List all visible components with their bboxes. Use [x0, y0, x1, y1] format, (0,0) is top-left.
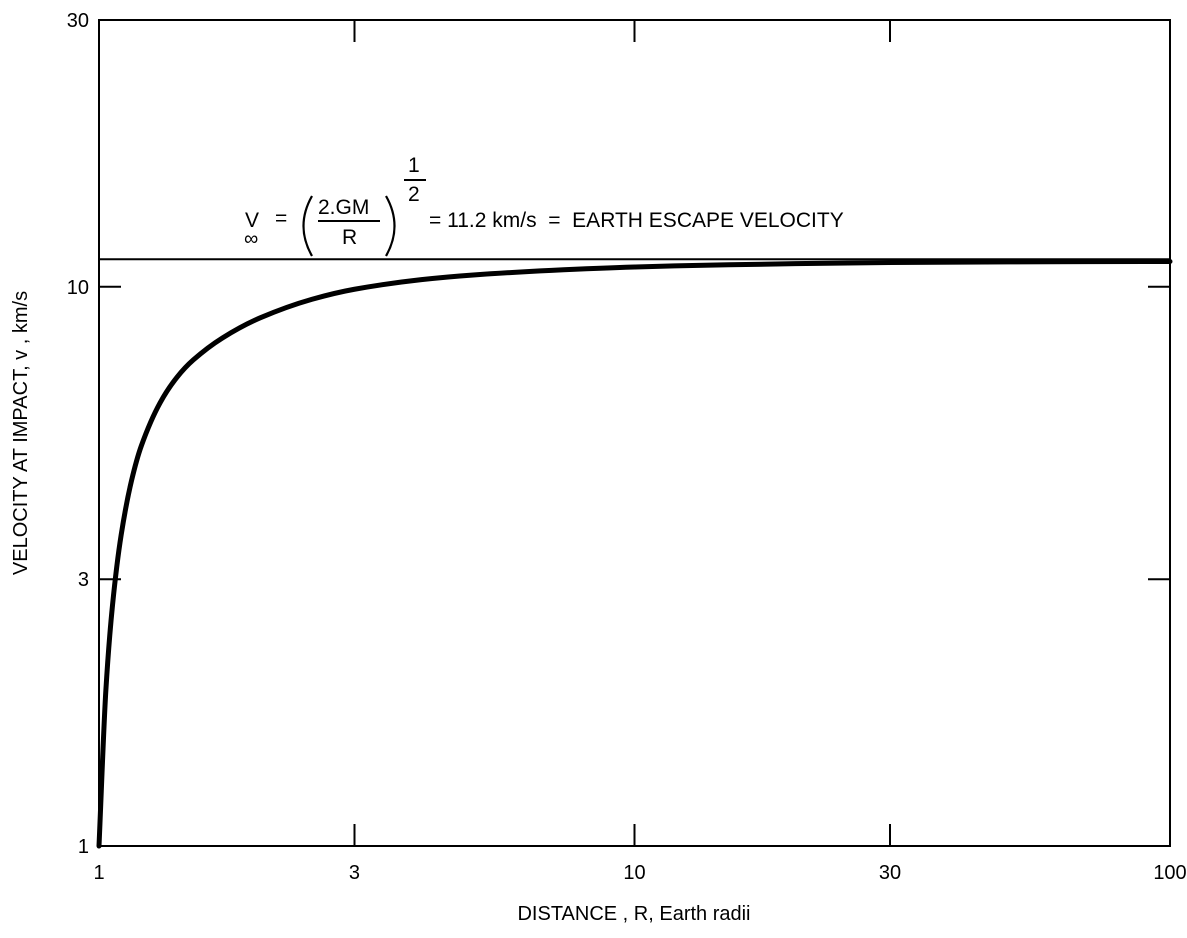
- formula-left-paren: [302, 195, 313, 257]
- x-tick-labels: 1 3 10 30 100: [93, 862, 1186, 884]
- x-axis-label: DISTANCE , R, Earth radii: [517, 903, 750, 925]
- formula-v-symbol: V: [245, 209, 259, 232]
- impact-velocity-curve: [96, 258, 1173, 849]
- plot-frame: [98, 19, 1171, 847]
- formula-exponent-numerator: 1: [408, 154, 420, 177]
- formula-rhs: = 11.2 km/s = EARTH ESCAPE VELOCITY: [429, 209, 844, 232]
- formula-right-paren: [385, 195, 396, 257]
- y-tick-labels: 1 3 10 30: [67, 10, 89, 858]
- escape-velocity-formula: V ∞ = 2.GM R 1 2 = 11.2 km/s = EARTH ESC…: [244, 154, 844, 257]
- y-tick-label: 30: [67, 10, 89, 32]
- y-tick-label: 10: [67, 277, 89, 299]
- formula-numerator: 2.GM: [318, 196, 369, 219]
- x-tick-label: 1: [93, 862, 104, 884]
- axis-ticks: [99, 20, 1170, 846]
- x-tick-label: 30: [879, 862, 901, 884]
- x-tick-label: 10: [623, 862, 645, 884]
- y-tick-label: 1: [78, 836, 89, 858]
- x-tick-label: 3: [349, 862, 360, 884]
- formula-denominator: R: [342, 226, 357, 249]
- formula-exponent-denominator: 2: [408, 183, 420, 206]
- x-tick-label: 100: [1153, 862, 1186, 884]
- formula-equals: =: [275, 207, 287, 230]
- formula-v-subscript: ∞: [244, 228, 258, 250]
- y-axis-label: VELOCITY AT IMPACT, v , km/s: [10, 291, 32, 575]
- y-tick-label: 3: [78, 569, 89, 591]
